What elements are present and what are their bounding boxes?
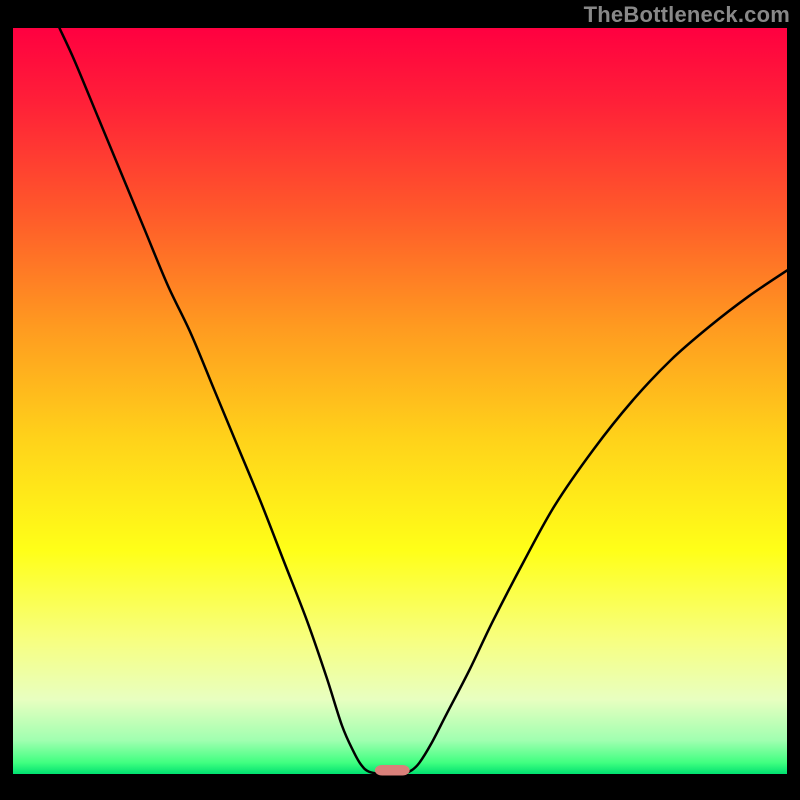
target-marker (375, 765, 410, 775)
gradient-background (13, 28, 787, 774)
watermark-text: TheBottleneck.com (584, 2, 790, 28)
bottleneck-chart (0, 0, 800, 800)
chart-frame: TheBottleneck.com (0, 0, 800, 800)
